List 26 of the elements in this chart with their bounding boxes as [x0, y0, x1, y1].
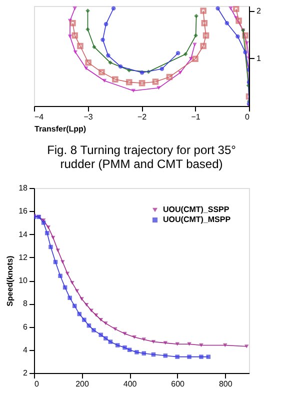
x-tick-label: 200: [76, 380, 90, 388]
y-tick-label: 6: [23, 322, 28, 332]
y-axis-title: Speed(knots): [6, 255, 15, 306]
y-tick-label: 2: [256, 6, 262, 16]
x-tick-label: 0: [245, 112, 250, 122]
y-tick-label: 4: [23, 345, 28, 354]
x-tick-label: −4: [34, 112, 44, 122]
y-tick-label: 16: [18, 206, 28, 216]
x-tick-label: −2: [137, 112, 148, 122]
y-tick-label: 10: [18, 276, 28, 285]
y-tick-label: 14: [18, 230, 28, 239]
caption: Fig. 8 Turning trajectory for port 35° rudder (PMM and CMT based): [47, 143, 236, 171]
legend-label: UOU(CMT)_MSPP: [163, 215, 232, 224]
x-tick-label: 800: [218, 380, 233, 388]
x-tick-label: −1: [191, 112, 201, 122]
y-tick-label: 12: [18, 252, 28, 262]
x-tick-label: 600: [171, 380, 186, 388]
y-tick-label: 8: [23, 299, 28, 308]
x-tick-label: 0: [34, 380, 40, 388]
x-tick-label: −3: [84, 112, 94, 122]
legend-label: UOU(CMT)_SSPP: [163, 205, 230, 214]
y-tick-label: 18: [18, 184, 28, 192]
x-tick-label: 400: [123, 380, 138, 388]
y-tick-label: 1: [256, 54, 262, 63]
x-axis-title: Transfer(Lpp): [34, 124, 86, 134]
y-tick-label: 2: [23, 368, 28, 378]
